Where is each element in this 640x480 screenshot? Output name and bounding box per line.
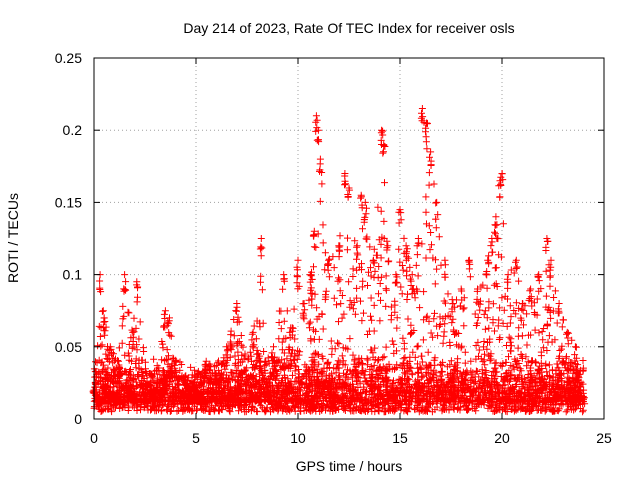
x-tick-label: 20 — [494, 430, 510, 446]
roti-data-points — [89, 105, 589, 416]
plot-frame — [93, 57, 605, 420]
data-points-layer — [89, 105, 589, 416]
y-tick-label: 0.05 — [55, 339, 82, 355]
y-tick-label: 0.25 — [55, 50, 82, 66]
x-axis-label: GPS time / hours — [296, 458, 403, 474]
x-tick-label: 15 — [392, 430, 408, 446]
chart-title: Day 214 of 2023, Rate Of TEC Index for r… — [183, 20, 514, 36]
x-tick-label: 0 — [90, 430, 98, 446]
x-tick-label: 10 — [290, 430, 306, 446]
x-tick-label: 5 — [192, 430, 200, 446]
y-axis-label: ROTI / TECUs — [5, 193, 21, 283]
y-tick-label: 0.1 — [63, 267, 83, 283]
y-tick-label: 0 — [74, 411, 82, 427]
grid-layer — [94, 58, 604, 419]
y-tick-label: 0.15 — [55, 194, 82, 210]
x-tick-label: 25 — [596, 430, 612, 446]
y-tick-label: 0.2 — [63, 122, 83, 138]
